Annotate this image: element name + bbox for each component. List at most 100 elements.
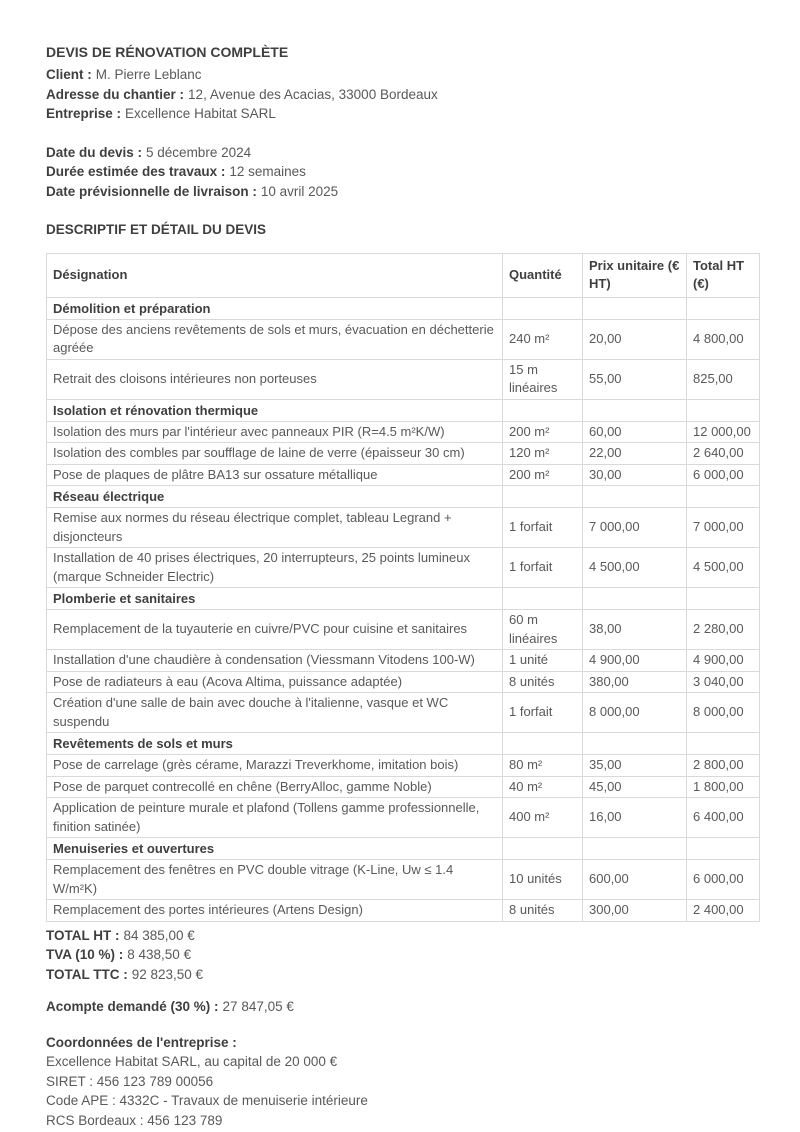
company-line: Entreprise : Excellence Habitat SARL [46,104,757,124]
cell-unit-price: 16,00 [582,797,687,838]
cell-quantity: 8 unités [502,670,583,693]
tva-value: 8 438,50 € [127,947,192,962]
table-row: Pose de plaques de plâtre BA13 sur ossat… [46,463,760,486]
client-value: M. Pierre Leblanc [95,67,202,82]
quote-date-label: Date du devis : [46,144,143,160]
cell-designation: Pose de carrelage (grès cérame, Marazzi … [46,754,503,777]
cell-total: 6 000,00 [686,463,760,486]
quote-date-line: Date du devis :5 décembre 2024 [46,143,757,163]
cell-total: 825,00 [686,358,760,400]
col-header-total: Total HT (€) [686,252,760,298]
cell-quantity: 1 forfait [502,692,583,733]
cell-quantity: 200 m² [502,420,583,443]
cell-total: 6 400,00 [686,797,760,838]
cell-unit-price: 7 000,00 [582,507,687,548]
address-label: Adresse du chantier : [46,86,185,102]
table-row: Isolation et rénovation thermique [46,398,760,422]
cell-unit-price [582,398,687,422]
client-line: Client : M. Pierre Leblanc [46,65,757,85]
cell-unit-price: 300,00 [582,899,687,922]
cell-total [686,587,760,610]
cell-unit-price [582,587,687,610]
cell-unit-price: 20,00 [582,318,687,360]
cell-total: 8 000,00 [686,692,760,733]
table-row: Création d'une salle de bain avec douche… [46,692,760,733]
cell-unit-price: 8 000,00 [582,692,687,733]
tva-line: TVA (10 %) :8 438,50 € [46,945,757,965]
table-row: Isolation des murs par l'intérieur avec … [46,420,760,443]
cell-total: 1 800,00 [686,775,760,798]
cell-quantity [502,398,583,422]
total-ht-label: TOTAL HT : [46,927,120,943]
cell-designation: Pose de radiateurs à eau (Acova Altima, … [46,670,503,693]
cell-unit-price: 45,00 [582,775,687,798]
table-row: Remplacement de la tuyauterie en cuivre/… [46,609,760,650]
cell-quantity: 60 m linéaires [502,609,583,650]
table-row: Application de peinture murale et plafon… [46,797,760,838]
duration-line: Durée estimée des travaux :12 semaines [46,162,757,182]
company-value: Excellence Habitat SARL [125,106,276,121]
cell-total [686,296,760,320]
cell-quantity: 120 m² [502,442,583,465]
devis-table: Désignation Quantité Prix unitaire (€ HT… [46,252,760,922]
cell-unit-price: 55,00 [582,358,687,400]
table-row: Revêtements de sols et murs [46,732,760,755]
total-ttc-line: TOTAL TTC :92 823,50 € [46,965,757,985]
cell-designation: Création d'une salle de bain avec douche… [46,692,503,733]
cell-total [686,398,760,422]
cell-quantity [502,587,583,610]
deposit-value: 27 847,05 € [222,999,294,1014]
table-row: Installation d'une chaudière à condensat… [46,649,760,672]
company-line-capital: Excellence Habitat SARL, au capital de 2… [46,1054,338,1069]
delivery-date-line: Date prévisionnelle de livraison :10 avr… [46,182,757,202]
cell-total: 6 000,00 [686,859,760,900]
cell-total: 4 800,00 [686,318,760,360]
cell-quantity: 1 forfait [502,547,583,588]
address-value: 12, Avenue des Acacias, 33000 Bordeaux [188,86,438,102]
header-row: Désignation Quantité Prix unitaire (€ HT… [46,252,760,298]
cell-quantity [502,732,583,755]
cell-total [686,485,760,508]
total-ht-value: 84 385,00 € [123,927,195,943]
cell-designation: Pose de parquet contrecollé en chêne (Be… [46,775,503,798]
company-label: Entreprise : [46,106,122,121]
cell-designation: Retrait des cloisons intérieures non por… [46,358,503,400]
cell-designation: Menuiseries et ouvertures [46,837,503,860]
cell-quantity: 1 forfait [502,507,583,548]
cell-unit-price [582,296,687,320]
cell-unit-price: 22,00 [582,442,687,465]
cell-quantity: 240 m² [502,318,583,360]
cell-designation: Plomberie et sanitaires [46,587,503,610]
devis-table-body: Démolition et préparation Dépose des anc… [46,296,760,922]
cell-total: 3 040,00 [686,670,760,693]
cell-unit-price: 60,00 [582,420,687,443]
company-line-rcs: RCS Bordeaux : 456 123 789 [46,1112,223,1128]
table-row: Démolition et préparation [46,296,760,320]
cell-unit-price [582,732,687,755]
deposit-block: Acompte demandé (30 %) :27 847,05 € [46,997,757,1017]
cell-designation: Remise aux normes du réseau électrique c… [46,507,503,548]
cell-designation: Démolition et préparation [46,296,503,320]
duration-label: Durée estimée des travaux : [46,164,226,179]
cell-unit-price: 380,00 [582,670,687,693]
cell-total: 4 900,00 [686,649,760,672]
cell-designation: Pose de plaques de plâtre BA13 sur ossat… [46,463,503,486]
cell-designation: Application de peinture murale et plafon… [46,797,503,838]
cell-quantity: 200 m² [502,463,583,486]
cell-total [686,837,760,860]
total-ttc-label: TOTAL TTC : [46,966,128,982]
delivery-date-value: 10 avril 2025 [260,183,339,199]
cell-quantity: 15 m linéaires [502,358,583,400]
cell-total: 7 000,00 [686,507,760,548]
document-title: DEVIS DE RÉNOVATION COMPLÈTE [46,44,289,60]
table-row: Installation de 40 prises électriques, 2… [46,547,760,588]
address-line: Adresse du chantier :12, Avenue des Acac… [46,85,757,105]
cell-designation: Réseau électrique [46,485,503,508]
cell-total [686,732,760,755]
duration-value: 12 semaines [229,164,306,179]
table-row: Plomberie et sanitaires [46,587,760,610]
cell-quantity [502,485,583,508]
cell-designation: Isolation des murs par l'intérieur avec … [46,420,503,443]
deposit-label: Acompte demandé (30 %) : [46,999,219,1014]
